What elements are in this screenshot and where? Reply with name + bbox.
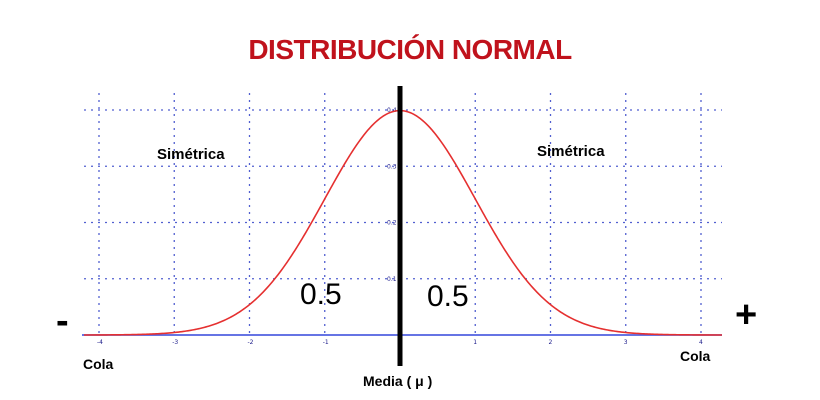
grid-lines [84,93,722,335]
x-tick-label: 2 [549,339,553,346]
x-tick-label: -1 [323,339,329,346]
y-tick-label: 0.1 [387,276,397,283]
tick-labels: -4-3-2-1012340.10.20.30.4 [97,107,703,346]
x-tick-label: -3 [172,339,178,346]
symmetric-right-label: Simétrica [537,143,605,160]
diagram-title: DISTRIBUCIÓN NORMAL [248,34,572,65]
right-area-label: 0.5 [427,280,469,313]
left-area-label: 0.5 [300,278,342,311]
left-tail-label: Cola [83,356,114,372]
y-tick-label: 0.4 [387,107,397,114]
plus-sign: + [735,294,758,336]
x-tick-label: 3 [624,339,628,346]
x-tick-label: 1 [473,339,477,346]
y-tick-label: 0.3 [387,163,397,170]
mean-label: Media ( μ ) [363,373,433,389]
x-tick-label: -2 [248,339,254,346]
right-tail-label: Cola [680,348,711,364]
x-tick-label: 4 [699,339,703,346]
normal-curve [83,109,723,336]
symmetric-left-label: Simétrica [157,146,225,163]
minus-sign: - [56,300,69,342]
y-tick-label: 0.2 [387,220,397,227]
x-tick-label: -4 [97,339,103,346]
